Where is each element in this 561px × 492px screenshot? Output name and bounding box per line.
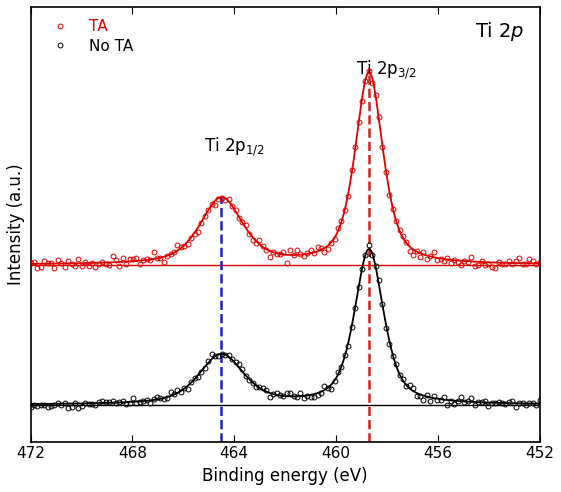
TA [365,68,372,74]
No TA [365,242,372,248]
TA [51,265,58,271]
Text: Ti 2p$_{1/2}$: Ti 2p$_{1/2}$ [204,136,264,158]
X-axis label: Binding energy (eV): Binding energy (eV) [203,467,368,485]
TA [113,257,119,263]
TA [369,80,375,86]
TA [27,260,34,266]
No TA [536,397,543,403]
No TA [266,394,273,400]
TA [246,231,252,237]
TA [536,259,543,265]
No TA [246,377,252,383]
Text: Ti 2p$_{3/2}$: Ti 2p$_{3/2}$ [356,59,417,81]
Line: TA: TA [28,69,542,271]
No TA [181,385,187,391]
Line: No TA: No TA [28,243,542,410]
Text: Ti 2$p$: Ti 2$p$ [475,20,525,43]
No TA [65,405,71,411]
Legend: TA, No TA: TA, No TA [38,15,137,59]
TA [331,236,338,242]
No TA [113,400,119,406]
TA [266,254,273,260]
Y-axis label: Intensity (a.u.): Intensity (a.u.) [7,163,25,285]
No TA [369,252,375,258]
No TA [27,404,34,410]
TA [181,243,187,248]
No TA [331,378,338,384]
